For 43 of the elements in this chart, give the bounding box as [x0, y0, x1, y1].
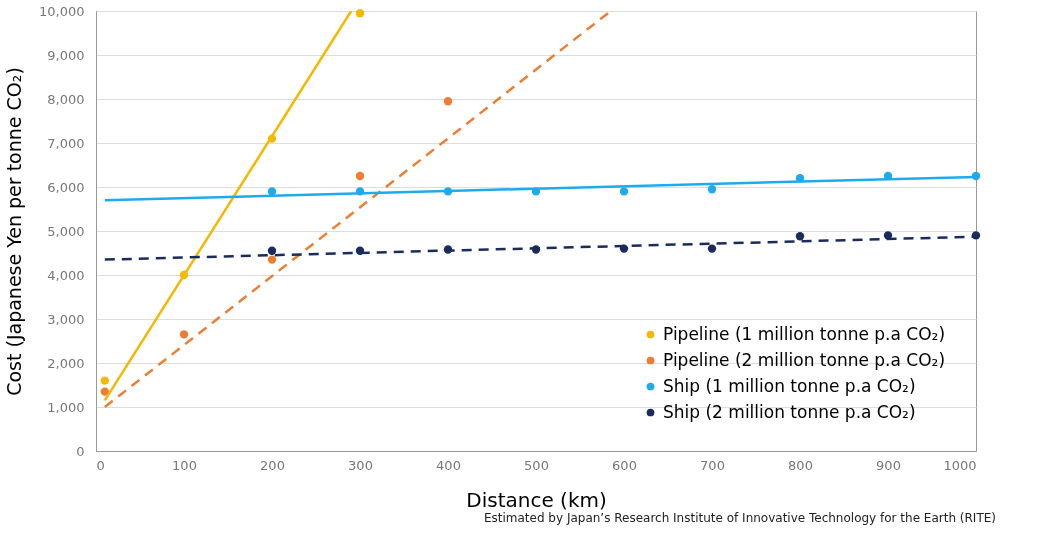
point [707, 185, 717, 194]
y-tick-label: 10,000 [39, 3, 85, 19]
y-tick-label: 9,000 [47, 47, 85, 63]
point [267, 255, 277, 264]
point [267, 246, 277, 255]
x-axis-title: Distance (km) [466, 487, 607, 512]
x-tick-label: 100 [172, 457, 197, 473]
point [443, 97, 453, 106]
text: Estimated by Japan’s Research Institute of Innovative Technology for the Earth (RITE) [483, 511, 996, 525]
y-tick-label: 3,000 [47, 311, 85, 327]
x-tick-label: 300 [348, 457, 373, 473]
legend-label: Pipeline (1 million tonne p.a CO₂) [663, 323, 946, 344]
y-axis-title: Cost (Japanese Yen per tonne CO₂) [3, 67, 26, 396]
x-tick-label: 800 [788, 457, 813, 473]
x-tick-label: 200 [260, 457, 285, 473]
point [619, 187, 629, 196]
legend-label: Ship (2 million tonne p.a CO₂) [663, 401, 916, 422]
point [355, 9, 365, 18]
x-tick-label: 1000 [943, 457, 977, 473]
y-tick-label: 5,000 [47, 223, 85, 239]
x-tick-label: 400 [436, 457, 461, 473]
legend-label: Ship (1 million tonne p.a CO₂) [663, 375, 916, 396]
point [883, 231, 893, 240]
point [707, 244, 717, 253]
point [100, 387, 109, 396]
y-tick-label: 0 [76, 443, 85, 459]
y-tick-label: 8,000 [47, 91, 85, 107]
x-tick-label: 0 [96, 457, 105, 473]
point [355, 171, 365, 181]
y-tick-label: 4,000 [47, 267, 85, 283]
x-tick-label: 700 [700, 457, 725, 473]
point [100, 376, 109, 385]
y-tick-label: 2,000 [47, 355, 85, 371]
x-tick-label: 500 [524, 457, 549, 473]
point [267, 187, 277, 196]
y-tick-label: 6,000 [47, 179, 85, 195]
x-tick-label: 900 [876, 457, 901, 473]
y-tick-label: 1,000 [47, 399, 85, 415]
point [795, 232, 805, 241]
point [179, 330, 189, 339]
y-tick-label: 7,000 [47, 135, 85, 151]
x-tick-label: 600 [612, 457, 637, 473]
legend-label: Pipeline (2 million tonne p.a CO₂) [663, 349, 946, 370]
